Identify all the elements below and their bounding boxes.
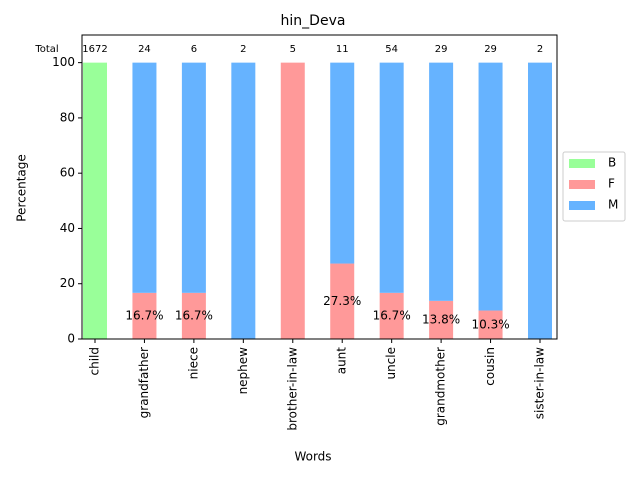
x-tick-label: grandmother — [434, 347, 448, 426]
x-tick-label: brother-in-law — [285, 347, 299, 431]
bar-segment — [379, 62, 404, 293]
bar-segment — [478, 310, 503, 339]
y-tick-label: 100 — [52, 55, 75, 69]
y-tick-label: 20 — [60, 276, 75, 290]
x-tick-label: uncle — [384, 347, 398, 380]
bar-segment — [528, 62, 552, 340]
legend-label: B — [608, 156, 616, 170]
bar-segment — [280, 62, 305, 340]
bar-segment — [330, 62, 355, 264]
total-label: 6 — [191, 44, 197, 55]
x-tick-label: cousin — [483, 347, 497, 386]
legend-label: M — [608, 198, 618, 212]
total-label: 5 — [290, 44, 296, 55]
bar-segment — [132, 62, 157, 293]
y-tick-label: 60 — [60, 166, 75, 180]
bar-segment — [478, 62, 503, 311]
x-tick-label: sister-in-law — [533, 347, 547, 419]
y-tick-label: 0 — [67, 332, 75, 346]
bar-segment — [231, 62, 256, 340]
chart-title: hin_Deva — [281, 13, 346, 29]
total-label: 24 — [138, 44, 151, 55]
value-label: 16.7% — [373, 308, 411, 322]
total-label: 29 — [435, 44, 448, 55]
x-tick-label: niece — [186, 347, 200, 379]
bar-segment — [132, 292, 157, 339]
value-label: 27.3% — [323, 294, 361, 308]
bar-segment — [330, 263, 355, 339]
y-axis-label: Percentage — [15, 154, 29, 222]
value-label: 16.7% — [125, 308, 163, 322]
y-tick-label: 40 — [60, 221, 75, 235]
bar-segment — [181, 62, 206, 293]
x-tick-label: child — [88, 347, 102, 376]
total-label: 2 — [240, 44, 246, 55]
bar-segment — [379, 292, 404, 339]
bar-segment — [83, 62, 107, 340]
bar-segment — [429, 300, 454, 339]
value-label: 13.8% — [422, 312, 460, 326]
bar-segment — [181, 292, 206, 339]
total-label: 29 — [484, 44, 497, 55]
total-label: 54 — [385, 44, 398, 55]
total-label: 1672 — [82, 44, 107, 55]
legend-label: F — [608, 177, 615, 191]
x-axis-label: Words — [294, 450, 331, 464]
y-tick-label: 80 — [60, 110, 75, 124]
totals-label: Total — [34, 44, 58, 55]
plot-frame — [81, 34, 558, 340]
legend-swatch — [569, 201, 595, 210]
total-label: 2 — [537, 44, 543, 55]
total-label: 11 — [336, 44, 349, 55]
value-label: 10.3% — [471, 317, 509, 331]
legend-swatch — [569, 180, 595, 189]
bar-segment — [429, 62, 454, 301]
x-tick-label: grandfather — [137, 347, 151, 418]
legend-swatch — [569, 159, 595, 168]
value-label: 16.7% — [175, 308, 213, 322]
x-tick-label: nephew — [236, 347, 250, 395]
x-tick-label: aunt — [335, 347, 349, 375]
